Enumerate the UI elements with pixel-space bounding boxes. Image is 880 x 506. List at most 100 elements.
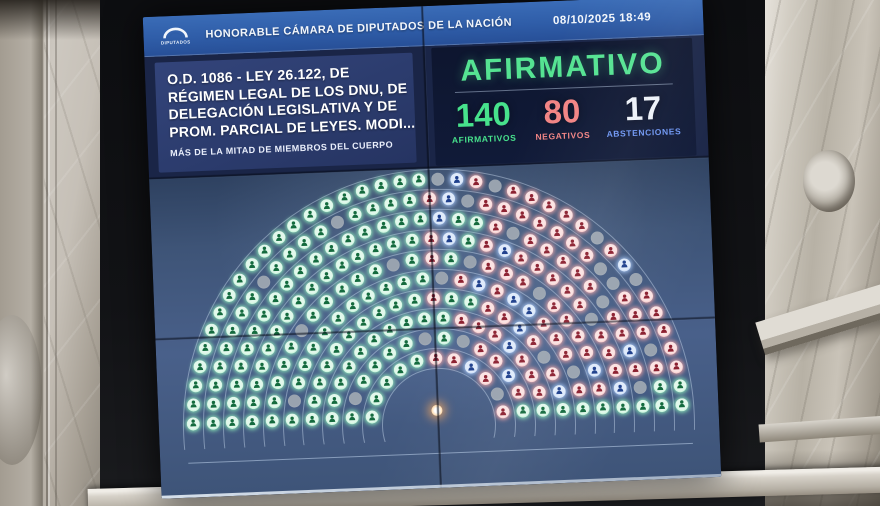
person-icon [411,296,418,304]
voting-board-screen: DIPUTADOS HONORABLE CÁMARA DE DIPUTADOS … [142,0,722,499]
person-icon [344,235,351,243]
seat-negativo [479,197,493,211]
person-icon [337,379,344,387]
seat-negativo [490,284,504,298]
person-icon [448,295,455,303]
person-icon [653,308,660,316]
seat-afirmativo [379,375,394,390]
seat-afirmativo [413,212,428,227]
seat-afirmativo [235,306,249,321]
seat-afirmativo [330,311,345,326]
seat-afirmativo [353,345,368,359]
person-icon [661,326,668,334]
seat-negativo [572,383,587,397]
person-icon [445,195,452,203]
seat-afirmativo [394,215,409,229]
person-icon [233,380,240,388]
seat-afirmativo [276,357,291,372]
person-icon [409,236,416,244]
seat-negativo [546,366,560,381]
person-icon [346,362,353,370]
seat-abstencion [587,363,602,378]
seat-afirmativo [257,307,271,322]
person-icon [530,337,537,345]
seat-afirmativo [536,403,550,418]
person-icon [210,400,217,408]
seat-afirmativo [272,230,286,245]
person-icon [208,326,215,334]
seat-afirmativo [329,342,344,357]
person-icon [563,211,570,219]
person-icon [510,186,517,195]
seat-afirmativo [307,394,322,408]
person-icon [308,284,315,292]
person-icon [421,315,428,323]
person-icon [369,413,376,421]
seat-afirmativo [451,212,466,227]
person-icon [351,210,358,218]
person-icon [550,274,557,282]
abstention-count-block: 17 ABSTENCIONES [605,89,681,139]
right-column-scroll-carving [803,150,855,212]
seat-afirmativo [673,378,687,393]
seat-negativo [594,329,608,343]
right-column-pediment [755,278,880,356]
person-icon [534,263,541,271]
seat-negativo [573,298,587,312]
person-icon [226,291,233,300]
person-icon [483,241,490,249]
seat-afirmativo [234,359,248,374]
person-icon [323,361,330,369]
seat-afirmativo [365,410,380,424]
seat-afirmativo [313,225,328,239]
seat-afirmativo [351,272,365,286]
person-icon [659,401,666,409]
person-icon [577,300,584,308]
seat-negativo [669,359,683,374]
seat-negativo [499,266,514,280]
seat-negativo [602,346,616,360]
seat-afirmativo [244,258,259,272]
seat-negativo [580,345,594,360]
seat-afirmativo [245,290,259,305]
person-icon [575,331,581,339]
seat-negativo [479,371,493,386]
seat-afirmativo [250,377,264,392]
person-icon [236,275,243,284]
seat-negativo [488,328,502,342]
person-icon [553,228,560,236]
seat-afirmativo [287,218,301,233]
person-icon [519,355,526,364]
seat-negativo [516,275,531,289]
seat-negativo [571,328,585,343]
seat-afirmativo [376,219,390,233]
person-icon [621,260,628,268]
chamber-title: HONORABLE CÁMARA DE DIPUTADOS DE LA NACI… [205,16,513,41]
person-icon [230,399,237,407]
seat-afirmativo [653,379,667,394]
seat-afirmativo [516,404,530,418]
person-icon [261,310,268,318]
person-icon [190,419,197,428]
seat-afirmativo [410,354,424,369]
person-icon [193,381,200,389]
seat-negativo [549,225,564,240]
person-icon [374,394,380,402]
seat-negativo [615,326,630,341]
seat-negativo [542,198,556,213]
person-icon [653,363,660,371]
person-icon [417,215,424,223]
person-icon [302,360,309,368]
seat-afirmativo [226,323,240,338]
person-icon [269,416,276,424]
person-icon [249,417,256,425]
seat-afirmativo [198,341,212,355]
seat-abstencion [442,232,457,246]
seat-afirmativo [293,264,308,279]
person-icon [477,345,484,353]
seat-negativo [526,334,540,349]
person-icon [527,236,534,244]
person-icon [619,329,626,337]
seat-afirmativo [284,340,299,354]
seat-ausente [488,178,502,193]
